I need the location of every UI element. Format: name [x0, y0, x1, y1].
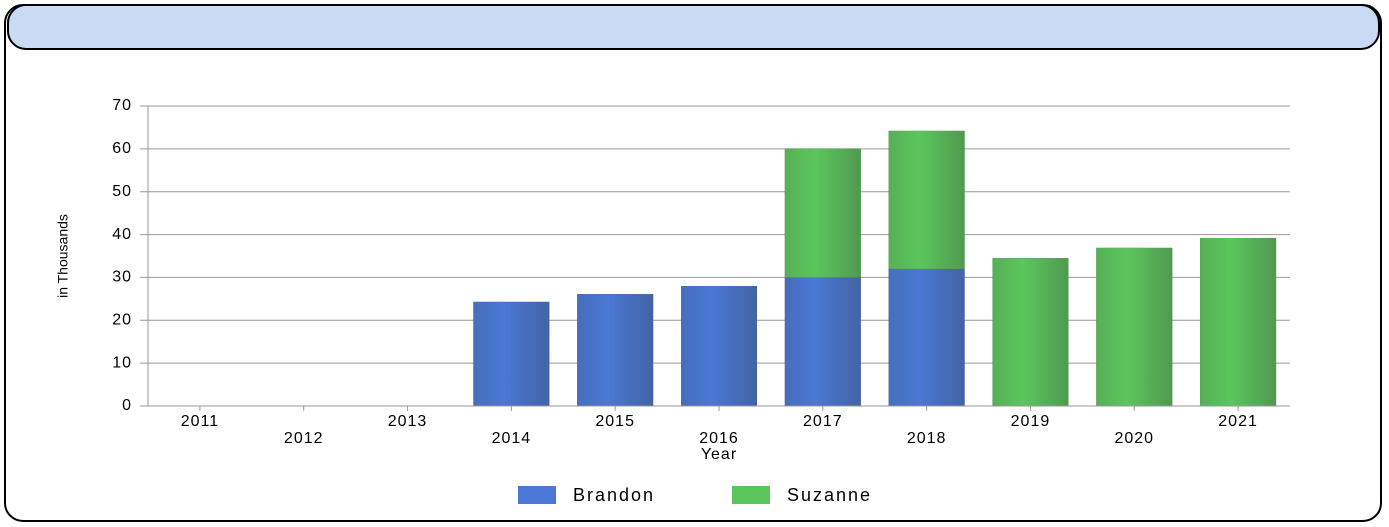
x-tick-label: 2015	[595, 413, 635, 430]
y-tick-label: 20	[112, 312, 132, 329]
x-axis-label: Year	[701, 446, 737, 463]
legend-label: Brandon	[573, 485, 655, 505]
bar	[992, 258, 1069, 406]
bar	[888, 130, 965, 269]
bar	[784, 277, 861, 406]
x-tick-label: 2021	[1218, 413, 1258, 430]
bar	[577, 294, 654, 406]
panel-header	[7, 4, 1380, 50]
bar	[1096, 247, 1173, 406]
x-tick-label: 2016	[699, 430, 739, 447]
bar	[888, 268, 965, 406]
legend-swatch	[732, 486, 770, 504]
x-tick-label: 2014	[492, 430, 532, 447]
y-tick-label: 30	[112, 269, 132, 286]
legend-label: Suzanne	[787, 485, 872, 505]
panel	[4, 4, 1382, 522]
y-tick-label: 50	[112, 183, 132, 200]
bar	[681, 286, 757, 406]
bar	[784, 148, 861, 278]
y-tick-label: 10	[112, 354, 132, 371]
x-tick-label: 2019	[1011, 413, 1051, 430]
legend-swatch	[518, 486, 556, 504]
y-tick-label: 70	[112, 97, 132, 114]
x-tick-label: 2020	[1114, 430, 1154, 447]
x-tick-label: 2018	[907, 430, 947, 447]
bar	[473, 301, 550, 406]
x-tick-label: 2012	[284, 430, 324, 447]
x-tick-label: 2011	[181, 413, 219, 430]
y-tick-label: 0	[122, 397, 132, 414]
bar	[1200, 238, 1277, 406]
x-tick-label: 2017	[803, 413, 843, 430]
y-tick-label: 60	[112, 140, 132, 157]
y-axis-label: in Thousands	[55, 214, 71, 298]
y-tick-label: 40	[112, 226, 132, 243]
x-tick-label: 2013	[388, 413, 428, 430]
